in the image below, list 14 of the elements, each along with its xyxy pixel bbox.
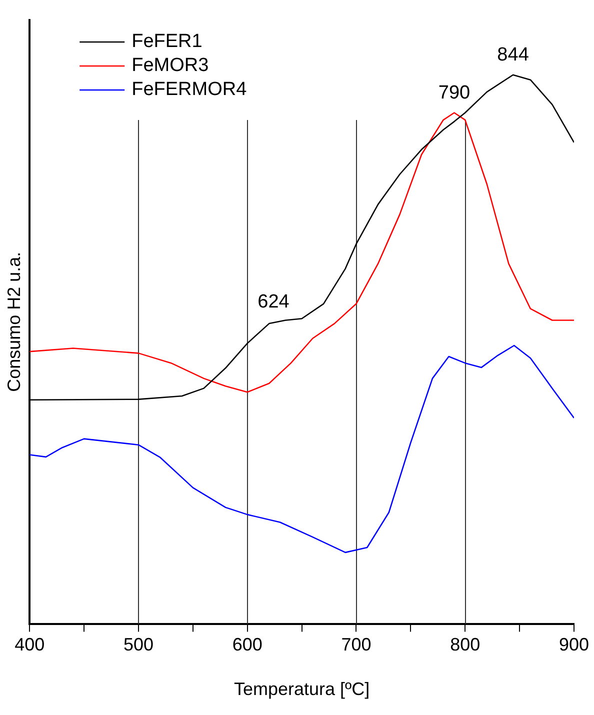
annotation: 844 (497, 44, 530, 66)
x-tick-label: 400 (14, 634, 45, 655)
x-tick-label: 900 (558, 634, 590, 655)
annotation: 790 (438, 82, 470, 104)
x-tick-label: 700 (341, 634, 372, 655)
legend-label: FeFER1 (132, 31, 202, 52)
x-axis-title: Temperatura [ºC] (234, 679, 370, 700)
legend-label: FeFERMOR4 (132, 79, 248, 100)
y-axis-title: Consumo H2 u.a. (4, 252, 24, 392)
x-tick-label: 500 (123, 634, 154, 655)
annotation: 624 (258, 292, 290, 313)
x-tick-label: 600 (232, 634, 262, 655)
legend-label: FeMOR3 (132, 55, 209, 76)
x-tick-label: 800 (450, 634, 480, 655)
